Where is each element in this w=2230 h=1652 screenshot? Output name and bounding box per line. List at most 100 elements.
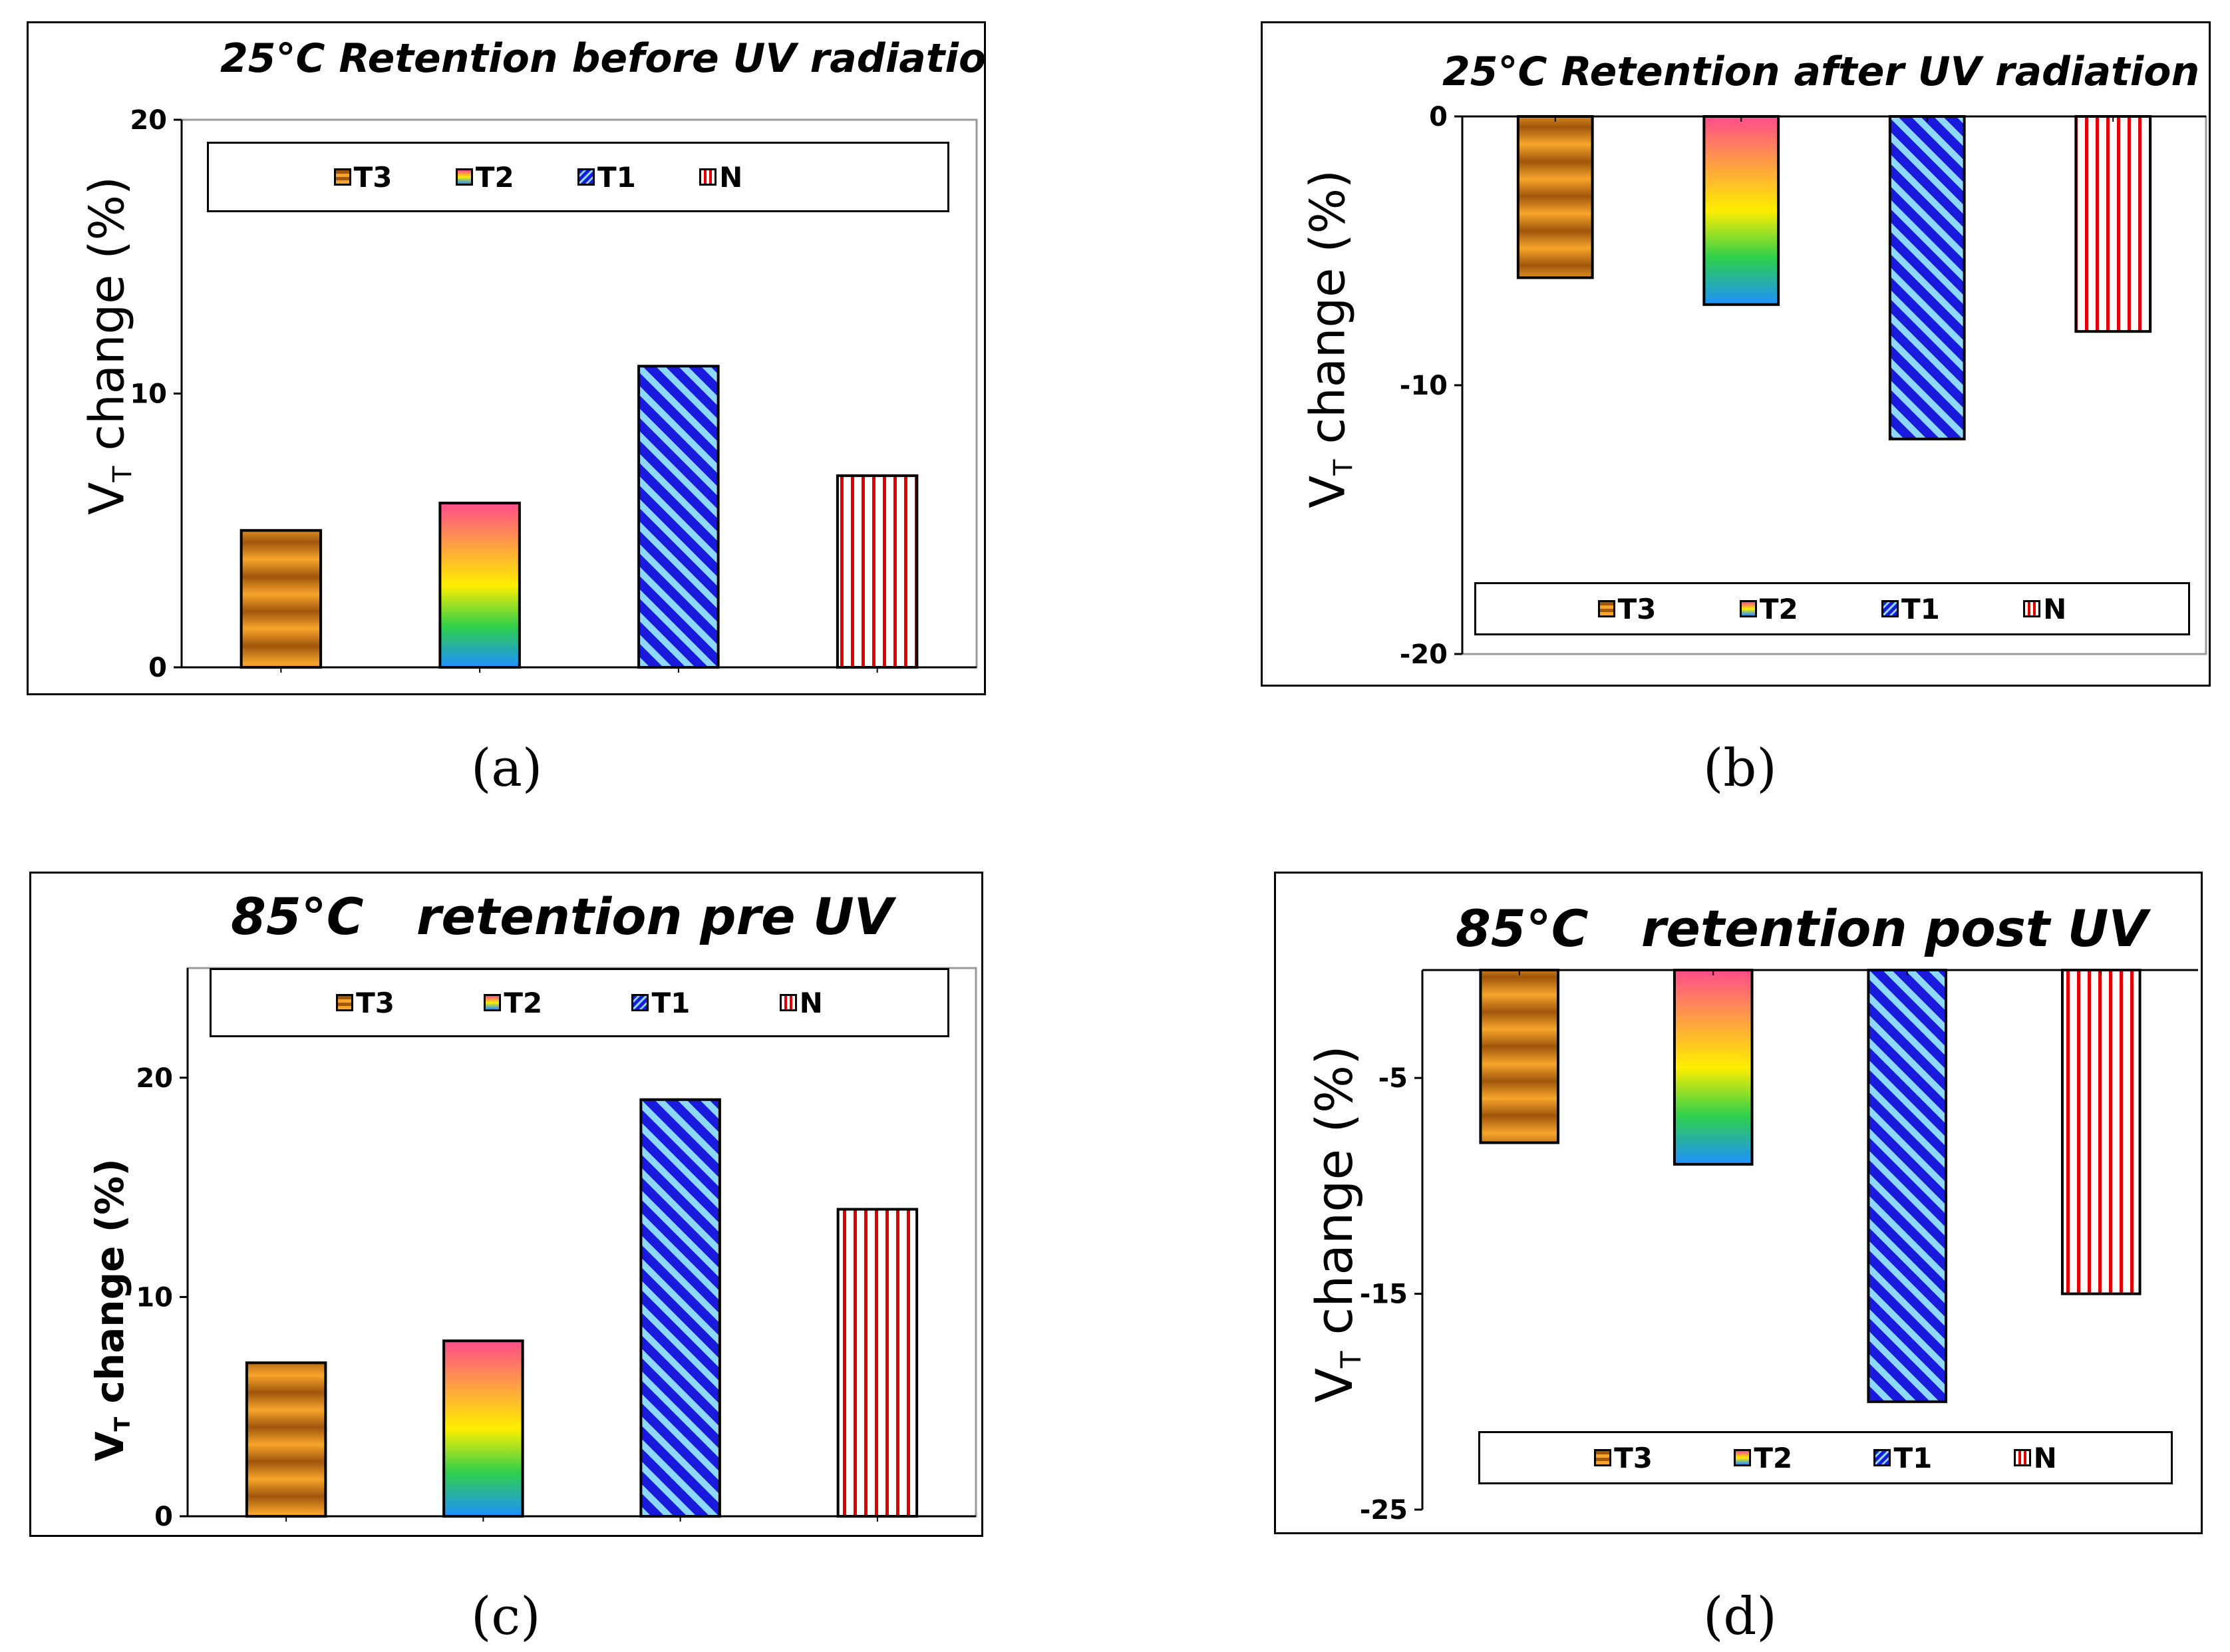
bar-t2 — [1702, 115, 1780, 306]
y-tick-label: 20 — [130, 105, 167, 136]
chart-d-title: 85°C retention post UV — [1456, 899, 2148, 958]
legend-item-t2: T2 — [484, 987, 542, 1019]
bar-n — [836, 474, 919, 669]
legend-item-t3: T3 — [333, 160, 393, 194]
legend-swatch — [1739, 600, 1757, 617]
y-tick-label: -20 — [1400, 639, 1448, 670]
bar-t2 — [1672, 969, 1754, 1166]
legend-swatch — [1881, 600, 1899, 617]
bar-n — [2060, 969, 2142, 1295]
legend-label: T1 — [1893, 1441, 1933, 1474]
legend-label: T2 — [504, 986, 543, 1019]
legend-swatch — [1597, 600, 1615, 617]
chart-d-legend: T3 T2 T1 N — [1478, 1431, 2173, 1484]
legend-label: T1 — [651, 986, 691, 1019]
legend-item-t3: T3 — [1597, 592, 1657, 625]
legend-label: T1 — [597, 160, 636, 194]
legend-swatch — [333, 168, 351, 186]
bar-t1 — [1867, 969, 1948, 1403]
bar-t3 — [245, 1361, 327, 1518]
legend-item-t1: T1 — [577, 161, 636, 194]
chart-a-frame: 0 10 20 25°C Retention before UV radiation… — [27, 21, 986, 695]
legend-label: N — [2043, 592, 2067, 625]
chart-d-caption: (d) — [1703, 1587, 1777, 1647]
bar-t3 — [1516, 115, 1594, 279]
chart-b-legend: T3 T2 T1 N — [1474, 582, 2190, 635]
y-tick-label: 0 — [148, 653, 167, 683]
legend-label: N — [799, 986, 823, 1019]
legend-swatch — [336, 994, 354, 1011]
legend-item-t2: T2 — [1734, 1442, 1792, 1474]
y-tick-label: 20 — [136, 1063, 173, 1094]
legend-label: T3 — [353, 160, 393, 194]
legend-item-t3: T3 — [1594, 1442, 1653, 1474]
chart-c-legend: T3 T2 T1 N — [210, 968, 949, 1037]
bar-t3 — [1479, 969, 1560, 1144]
chart-d-plot: -5 -15 -25 — [1360, 969, 2198, 1526]
legend-label: T1 — [1901, 592, 1940, 625]
y-tick-label: -10 — [1400, 371, 1448, 401]
chart-c-title: 85°C retention pre UV — [231, 887, 893, 946]
bar-t3 — [239, 529, 323, 669]
chart-c-frame: 0 10 20 85°C retention pre UV VT change (%… — [29, 872, 983, 1537]
legend-item-t1: T1 — [1881, 593, 1940, 625]
legend-item-t1: T1 — [1873, 1442, 1932, 1474]
legend-label: T3 — [356, 986, 395, 1019]
legend-item-t2: T2 — [1739, 592, 1798, 625]
y-tick-label: -25 — [1360, 1495, 1408, 1526]
bar-t1 — [637, 365, 720, 669]
chart-b-ylabel: VT change (%) — [1299, 170, 1359, 508]
legend-label: T3 — [1617, 592, 1657, 625]
legend-item-t3: T3 — [336, 987, 395, 1019]
legend-label: T2 — [1759, 592, 1798, 625]
chart-a-plot: 0 10 20 — [130, 105, 978, 683]
legend-item-n: N — [2013, 1441, 2057, 1474]
chart-d-frame: -5 -15 -25 85°C retention post UV VT chang… — [1274, 872, 2203, 1534]
legend-swatch — [1594, 1449, 1612, 1466]
legend-swatch — [631, 994, 649, 1011]
legend-swatch — [699, 168, 717, 186]
legend-swatch — [2023, 600, 2041, 617]
legend-swatch — [484, 994, 502, 1011]
legend-item-n: N — [699, 161, 742, 194]
bar-n — [2074, 115, 2152, 333]
bar-n — [836, 1208, 919, 1518]
chart-b-plot: 0 -10 -20 — [1400, 102, 2207, 670]
bar-t1 — [1888, 115, 1966, 440]
legend-swatch — [577, 168, 595, 186]
legend-label: N — [2033, 1441, 2057, 1474]
chart-c-caption: (c) — [471, 1587, 541, 1647]
chart-a-title: 25°C Retention before UV radiation — [220, 35, 986, 82]
chart-a-legend: T3 T2 T1 N — [207, 142, 949, 212]
chart-b-frame: 0 -10 -20 25°C Retention after UV radiatio… — [1261, 21, 2211, 687]
bar-t1 — [639, 1098, 721, 1518]
legend-label: N — [719, 160, 743, 194]
y-tick-label: -15 — [1360, 1279, 1408, 1310]
legend-item-t1: T1 — [631, 987, 690, 1019]
bar-t2 — [442, 1339, 524, 1518]
bar-t2 — [438, 502, 521, 669]
legend-label: T2 — [475, 160, 514, 194]
y-tick-label: 0 — [1429, 102, 1448, 132]
legend-item-n: N — [2023, 593, 2066, 625]
y-tick-label: 10 — [130, 379, 167, 410]
chart-d-ylabel: VT change (%) — [1305, 1045, 1367, 1403]
chart-a-ylabel: VT change (%) — [79, 176, 138, 515]
legend-item-n: N — [779, 986, 823, 1019]
y-tick-label: 0 — [154, 1502, 173, 1532]
legend-swatch — [779, 994, 797, 1011]
chart-a-caption: (a) — [471, 739, 543, 798]
legend-swatch — [1734, 1449, 1752, 1466]
legend-swatch — [455, 168, 473, 186]
legend-item-t2: T2 — [455, 160, 514, 194]
legend-swatch — [1873, 1449, 1891, 1466]
legend-swatch — [2013, 1449, 2031, 1466]
y-tick-label: 10 — [136, 1282, 173, 1313]
legend-label: T3 — [1614, 1441, 1653, 1474]
chart-b-caption: (b) — [1703, 739, 1777, 798]
y-tick-label: -5 — [1378, 1063, 1408, 1094]
chart-c-plot: 0 10 20 — [136, 967, 977, 1532]
chart-b-title: 25°C Retention after UV radiation — [1442, 49, 2200, 95]
legend-label: T2 — [1754, 1441, 1793, 1474]
chart-c-ylabel: VT change (%) — [87, 1158, 135, 1462]
